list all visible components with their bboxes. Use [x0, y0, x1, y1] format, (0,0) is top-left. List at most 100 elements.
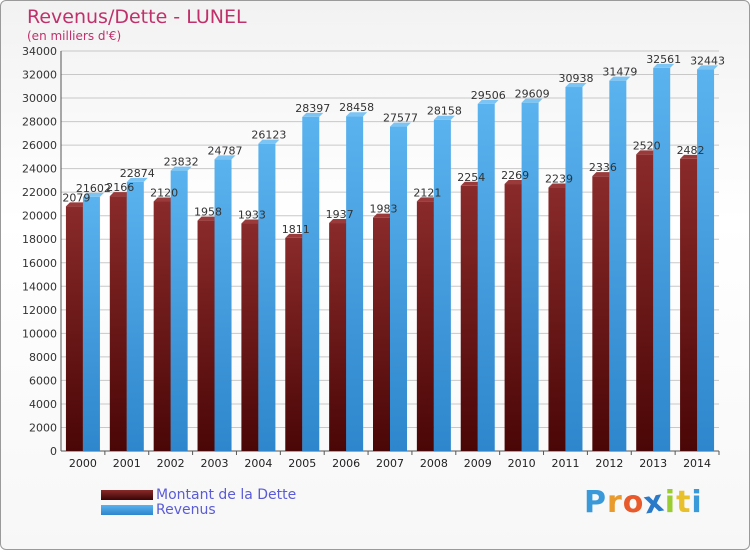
bar-top	[592, 172, 614, 177]
bar-face	[214, 159, 232, 451]
bar-top	[504, 180, 526, 185]
chart-subtitle: (en milliers d'€)	[27, 29, 122, 43]
x-tick-label: 2009	[464, 457, 492, 470]
bar-top	[433, 115, 455, 120]
data-label-dette: 2121	[413, 186, 441, 199]
bar-top	[609, 76, 631, 81]
bar-revenus	[697, 65, 719, 451]
x-tick-label: 2005	[288, 457, 316, 470]
bar-top	[170, 166, 192, 171]
y-tick-label: 0	[50, 445, 57, 458]
bar-top	[126, 177, 148, 182]
bar-top	[680, 154, 702, 159]
bar-top	[285, 233, 307, 238]
bar-face	[302, 116, 320, 451]
y-tick-label: 12000	[22, 304, 57, 317]
legend-label-dette: Montant de la Dette	[156, 487, 297, 503]
data-label-dette: 2482	[677, 144, 705, 157]
bar-face	[65, 206, 83, 451]
legend-label-revenus: Revenus	[156, 502, 216, 518]
bar-face	[197, 220, 215, 451]
bar-revenus	[258, 139, 280, 451]
data-label-dette: 2166	[106, 181, 134, 194]
bar-revenus	[390, 122, 411, 452]
data-label-dette: 1937	[326, 208, 354, 221]
y-tick-label: 26000	[22, 139, 57, 152]
data-label-revenus: 32443	[690, 54, 725, 67]
y-tick-label: 2000	[29, 421, 57, 434]
data-label-dette: 2254	[457, 171, 485, 184]
data-label-dette: 2120	[150, 187, 178, 200]
bar-face	[416, 201, 434, 451]
y-tick-label: 30000	[22, 92, 57, 105]
bar-revenus	[565, 83, 587, 451]
data-label-revenus: 30938	[558, 72, 593, 85]
bar-face	[609, 80, 627, 452]
data-label-revenus: 27577	[383, 112, 418, 125]
bar-face	[153, 201, 171, 451]
y-tick-label: 32000	[22, 69, 57, 82]
data-label-dette: 2269	[501, 169, 529, 182]
bar-revenus	[653, 63, 675, 451]
data-label-revenus: 21602	[76, 182, 111, 195]
bar-top	[636, 150, 658, 155]
data-label-dette: 1811	[282, 223, 310, 236]
y-tick-label: 4000	[29, 398, 57, 411]
chart-title: Revenus/Dette - LUNEL	[27, 6, 247, 28]
y-tick-label: 24000	[22, 163, 57, 176]
x-tick-label: 2002	[157, 457, 185, 470]
data-label-dette: 1933	[238, 209, 266, 222]
bar-top	[329, 219, 351, 224]
x-tick-label: 2012	[595, 457, 623, 470]
bar-face	[548, 187, 566, 451]
bar-face	[109, 196, 127, 451]
x-tick-label: 2000	[69, 457, 97, 470]
data-label-revenus: 24787	[208, 144, 243, 157]
data-label-revenus: 26123	[251, 129, 286, 142]
bar-top	[109, 192, 131, 197]
bar-top	[390, 122, 411, 127]
data-label-dette: 2520	[633, 139, 661, 152]
bar-face	[241, 223, 259, 451]
bar-face	[346, 116, 364, 451]
data-label-revenus: 31479	[602, 66, 637, 79]
bar-top	[373, 213, 394, 218]
bar-top	[302, 112, 324, 117]
data-label-dette: 1958	[194, 206, 222, 219]
bar-revenus	[170, 166, 192, 451]
data-label-revenus: 32561	[646, 53, 681, 66]
y-tick-label: 28000	[22, 116, 57, 129]
data-label-revenus: 28158	[427, 105, 462, 118]
logo-letter: r	[607, 485, 623, 520]
y-tick-label: 34000	[22, 45, 57, 58]
bar-top	[521, 98, 543, 103]
bar-revenus	[433, 115, 455, 452]
y-tick-label: 16000	[22, 257, 57, 270]
y-tick-label: 18000	[22, 233, 57, 246]
bar-revenus	[302, 112, 324, 451]
bar-top	[548, 183, 570, 188]
data-label-dette: 2079	[62, 191, 90, 204]
bar-face	[680, 158, 698, 451]
bar-top	[477, 99, 499, 104]
y-tick-label: 14000	[22, 280, 57, 293]
bar-top	[565, 83, 587, 88]
legend-swatch-dette	[101, 490, 153, 500]
bar-face	[82, 196, 100, 451]
bar-top	[65, 202, 87, 207]
data-label-dette: 2336	[589, 161, 617, 174]
bar-top	[153, 197, 175, 202]
y-tick-label: 8000	[29, 351, 57, 364]
bar-top	[214, 155, 236, 160]
y-tick-label: 10000	[22, 327, 57, 340]
data-label-revenus: 28397	[295, 102, 330, 115]
bar-top	[460, 181, 482, 186]
bar-face	[504, 184, 522, 452]
bar-face	[170, 170, 188, 451]
bar-revenus	[609, 76, 631, 452]
bar-revenus	[521, 98, 543, 452]
bar-top	[241, 219, 263, 224]
bar-face	[697, 69, 715, 451]
